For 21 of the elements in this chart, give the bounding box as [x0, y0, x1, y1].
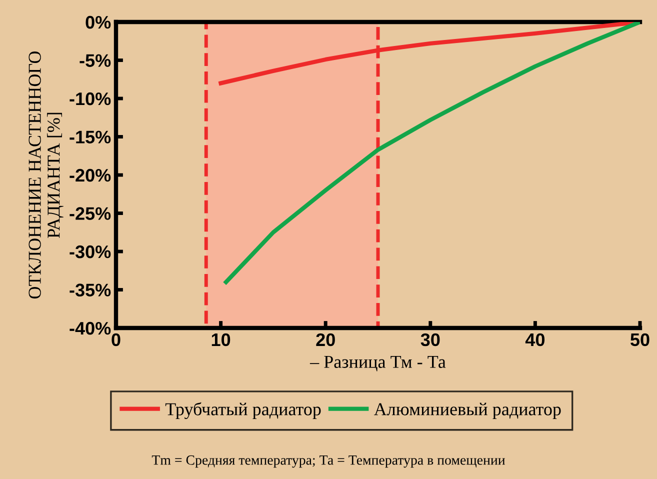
y-tick-label: -5%	[80, 54, 111, 67]
y-tick-label: -10%	[70, 92, 111, 106]
y-tick-label: -35%	[70, 284, 111, 296]
legend-label: Трубчатый радиатор	[165, 402, 321, 420]
line-series	[224, 22, 640, 284]
x-tick-label: 10	[212, 333, 230, 346]
x-axis-title: – Разница Тм - Та	[310, 356, 446, 372]
x-tick-label: 0	[112, 333, 120, 346]
y-tick-label: -30%	[70, 245, 111, 258]
legend-label: Алюминиевый радиатор	[374, 402, 561, 419]
y-tick-label: -25%	[70, 207, 111, 220]
y-axis-title: ОТКЛОНЕНИЕ НАСТЕННОГО РАДИАНТА [%]	[28, 51, 64, 299]
x-tick-label: 50	[630, 333, 650, 346]
x-tick-label: 40	[525, 333, 544, 346]
y-tick-label: -20%	[70, 168, 111, 182]
y-tick-label: -40%	[70, 322, 111, 335]
x-tick-label: 30	[420, 333, 440, 346]
y-tick-label: 0%	[86, 16, 111, 29]
x-tick-label: 20	[316, 333, 335, 346]
text: Тm = Средняя температура; Та = Температура в помещении	[152, 455, 505, 468]
y-tick-label: -15%	[70, 130, 111, 144]
